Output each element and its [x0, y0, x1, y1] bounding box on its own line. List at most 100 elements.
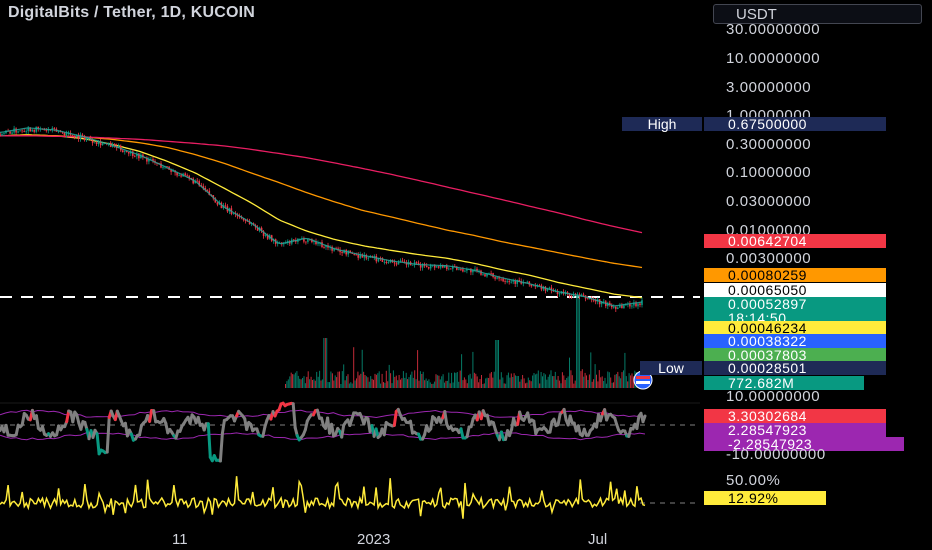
- volume-bar: [577, 296, 579, 388]
- volume-bar: [567, 376, 569, 388]
- volume-bar: [529, 380, 531, 388]
- candle-body: [0, 133, 1, 136]
- candle-body: [134, 155, 136, 157]
- volume-bar: [348, 383, 350, 388]
- candle-body: [619, 305, 621, 308]
- volume-bar: [543, 373, 545, 388]
- candle-body: [331, 246, 333, 251]
- volume-bar: [371, 378, 373, 388]
- candle-body: [71, 134, 74, 136]
- volatility-line: [0, 476, 646, 519]
- volume-bar: [340, 384, 342, 388]
- volume-bar: [302, 378, 303, 388]
- candle-body: [421, 263, 424, 268]
- candle-body: [383, 261, 386, 263]
- volume-bar: [620, 378, 622, 388]
- osc-line-segment: [459, 427, 465, 440]
- volume-bar: [421, 374, 423, 388]
- currency-button[interactable]: USDT: [713, 4, 922, 24]
- candle-body: [232, 213, 235, 214]
- osc-line-segment: [392, 409, 398, 427]
- volume-bar: [630, 375, 632, 388]
- volume-bar: [505, 383, 507, 388]
- candle-body: [474, 268, 476, 270]
- candle-body: [570, 296, 573, 298]
- volume-bar: [397, 380, 399, 388]
- candle-body: [611, 305, 613, 308]
- volume-bar: [601, 376, 603, 388]
- candle-body: [502, 278, 504, 282]
- candle-body: [558, 293, 561, 295]
- candle-body: [403, 261, 406, 263]
- volume-bar: [390, 373, 392, 388]
- volume-bar: [461, 354, 463, 388]
- ma-red-line: [0, 135, 643, 234]
- volume-bar: [534, 374, 536, 388]
- candle-body: [452, 266, 454, 269]
- candle-body: [530, 284, 533, 287]
- candle-body: [140, 154, 142, 159]
- volume-bar: [530, 381, 532, 388]
- volume-bar: [559, 380, 561, 388]
- volume-bar: [339, 371, 340, 388]
- volume-bar: [515, 375, 516, 388]
- candle-body: [433, 264, 436, 268]
- volume-bar: [547, 376, 549, 388]
- osc-line-segment: [548, 420, 554, 434]
- candle-body: [17, 131, 19, 133]
- candle-body: [623, 305, 625, 309]
- volume-bar: [472, 351, 474, 388]
- volume-bar: [573, 383, 575, 388]
- candle-body: [77, 134, 80, 139]
- volume-bar: [385, 370, 387, 388]
- candle-body: [399, 260, 402, 262]
- volume-bar: [415, 379, 417, 388]
- volume-bar: [286, 381, 288, 388]
- candle-body: [592, 299, 595, 301]
- volume-bar: [519, 381, 521, 388]
- candle-body: [359, 254, 361, 258]
- candle-body: [472, 269, 474, 273]
- volume-bar: [405, 372, 407, 388]
- osc-line-segment: [95, 432, 101, 456]
- osc-line-segment: [105, 416, 111, 454]
- osc-line-segment: [562, 407, 568, 422]
- candle-body: [206, 189, 209, 191]
- volume-bar: [296, 371, 298, 388]
- volume-bar: [462, 380, 464, 388]
- volume-bar: [598, 370, 600, 388]
- volume-bar: [566, 378, 568, 388]
- ma-red-price-label: 0.00642704: [704, 234, 886, 248]
- volume-bar: [611, 382, 613, 388]
- volume-bar: [336, 377, 338, 388]
- candle-body: [53, 128, 56, 129]
- candle-body: [417, 262, 420, 265]
- volume-bar: [381, 373, 383, 388]
- volume-bar: [353, 347, 355, 388]
- volume-bar: [468, 375, 470, 388]
- candle-body: [37, 126, 39, 129]
- volume-bar: [445, 380, 447, 388]
- candle-body: [625, 304, 627, 306]
- candle-body: [81, 134, 84, 136]
- volume-bar: [454, 372, 455, 388]
- volume-bar: [424, 380, 426, 388]
- candle-body: [631, 305, 633, 307]
- volume-bar: [499, 379, 501, 388]
- candle-body: [190, 177, 192, 179]
- candle-body: [490, 273, 492, 274]
- volume-bar: [410, 374, 411, 388]
- volume-bar: [384, 382, 386, 388]
- candle-body: [462, 269, 464, 272]
- candle-body: [548, 287, 551, 289]
- candle-body: [132, 151, 134, 156]
- volume-bar: [498, 340, 499, 388]
- volatility-scale-top: 50.00%: [726, 472, 781, 489]
- volume-bar: [481, 375, 482, 388]
- candle-body: [242, 218, 245, 221]
- volume-bar: [576, 296, 578, 388]
- volume-bar: [456, 372, 458, 388]
- volume-bar: [319, 370, 321, 388]
- candle-body: [29, 127, 31, 132]
